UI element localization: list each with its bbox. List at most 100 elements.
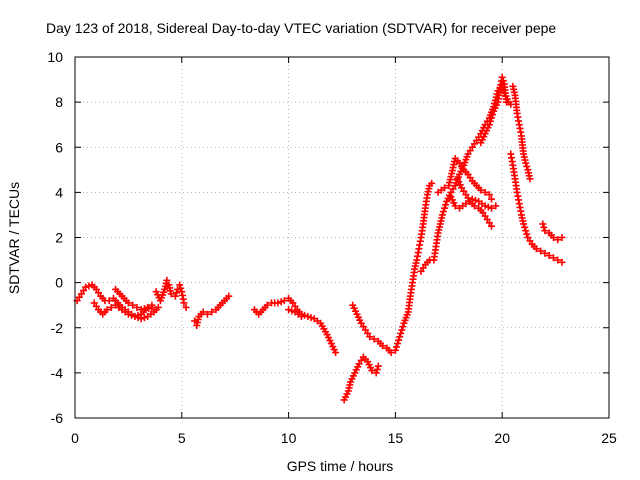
data-point (107, 303, 115, 311)
data-point (540, 223, 548, 231)
data-point (199, 308, 207, 316)
data-point (468, 195, 476, 203)
data-point (167, 290, 175, 298)
data-series (191, 292, 233, 329)
data-series (90, 299, 162, 323)
y-tick-label: 2 (55, 230, 63, 246)
data-point (391, 346, 399, 354)
data-point (274, 299, 282, 307)
data-point (442, 201, 450, 209)
y-tick-label: -2 (51, 320, 64, 336)
data-point (379, 342, 387, 350)
data-point (124, 310, 132, 318)
data-point (395, 336, 403, 344)
axis-ticks: 0 5 10 15 20 25 -6 -4 -2 0 2 4 6 8 10 (47, 49, 617, 446)
data-point (488, 195, 496, 203)
x-tick-label: 25 (601, 430, 617, 446)
data-point (131, 312, 139, 320)
data-point (554, 256, 562, 264)
data-point (398, 326, 406, 334)
data-point (392, 343, 400, 351)
data-point (472, 196, 479, 204)
data-series (250, 294, 340, 357)
data-series (340, 353, 382, 404)
y-tick-label: 8 (55, 94, 63, 110)
data-series (349, 179, 436, 357)
data-point (485, 121, 493, 129)
data-point (280, 297, 288, 305)
data-point (489, 111, 497, 119)
data-point (128, 311, 136, 319)
data-point (180, 299, 188, 307)
data-point (477, 186, 485, 194)
y-tick-label: -4 (51, 365, 64, 381)
data-series (417, 80, 515, 275)
data-series (152, 276, 190, 311)
x-tick-label: 0 (71, 430, 79, 446)
data-point (174, 285, 182, 293)
data-point (470, 202, 478, 210)
data-point (176, 281, 184, 289)
data-point (439, 208, 447, 216)
data-series (285, 306, 305, 320)
data-point (523, 230, 531, 238)
data-point (203, 310, 211, 318)
data-point (372, 369, 380, 377)
x-axis-label: GPS time / hours (287, 458, 394, 474)
y-tick-label: 10 (47, 49, 63, 65)
data-point (481, 202, 489, 210)
data-point (285, 306, 293, 314)
data-point (137, 306, 145, 314)
data-point (368, 367, 376, 375)
data-point (297, 312, 305, 320)
data-point (148, 301, 156, 309)
data-point (428, 179, 436, 187)
data-point (85, 282, 93, 290)
data-point (488, 114, 496, 122)
data-series (447, 193, 500, 212)
data-point (486, 117, 494, 125)
data-point (532, 245, 540, 253)
data-points (73, 73, 566, 404)
data-point (545, 252, 553, 260)
data-point (177, 284, 185, 292)
data-point (82, 283, 90, 291)
data-point (492, 202, 500, 210)
x-tick-label: 15 (388, 430, 404, 446)
data-point (144, 303, 152, 311)
data-point (539, 220, 547, 228)
data-point (374, 362, 382, 370)
data-point (172, 289, 180, 297)
data-point (366, 333, 374, 341)
data-point (441, 204, 449, 212)
data-point (182, 303, 190, 311)
data-point (288, 307, 296, 315)
x-tick-label: 5 (178, 430, 186, 446)
y-tick-label: -6 (51, 410, 64, 426)
data-point (521, 223, 529, 231)
data-point (105, 297, 113, 305)
data-series (509, 82, 534, 183)
data-point (488, 204, 496, 212)
data-series (112, 285, 156, 314)
data-point (441, 184, 449, 192)
data-point (399, 323, 407, 331)
data-point (396, 333, 404, 341)
data-point (370, 335, 378, 343)
data-point (451, 202, 459, 210)
data-point (397, 329, 405, 337)
y-tick-label: 4 (55, 184, 63, 200)
data-point (137, 315, 145, 323)
data-point (558, 234, 566, 241)
data-point (499, 77, 507, 85)
data-point (304, 312, 312, 320)
data-series (477, 73, 510, 147)
data-point (520, 220, 528, 228)
data-point (526, 175, 534, 183)
data-point (154, 303, 162, 311)
data-point (387, 349, 395, 357)
data-point (301, 311, 309, 319)
data-point (558, 258, 566, 266)
data-point (140, 305, 148, 313)
